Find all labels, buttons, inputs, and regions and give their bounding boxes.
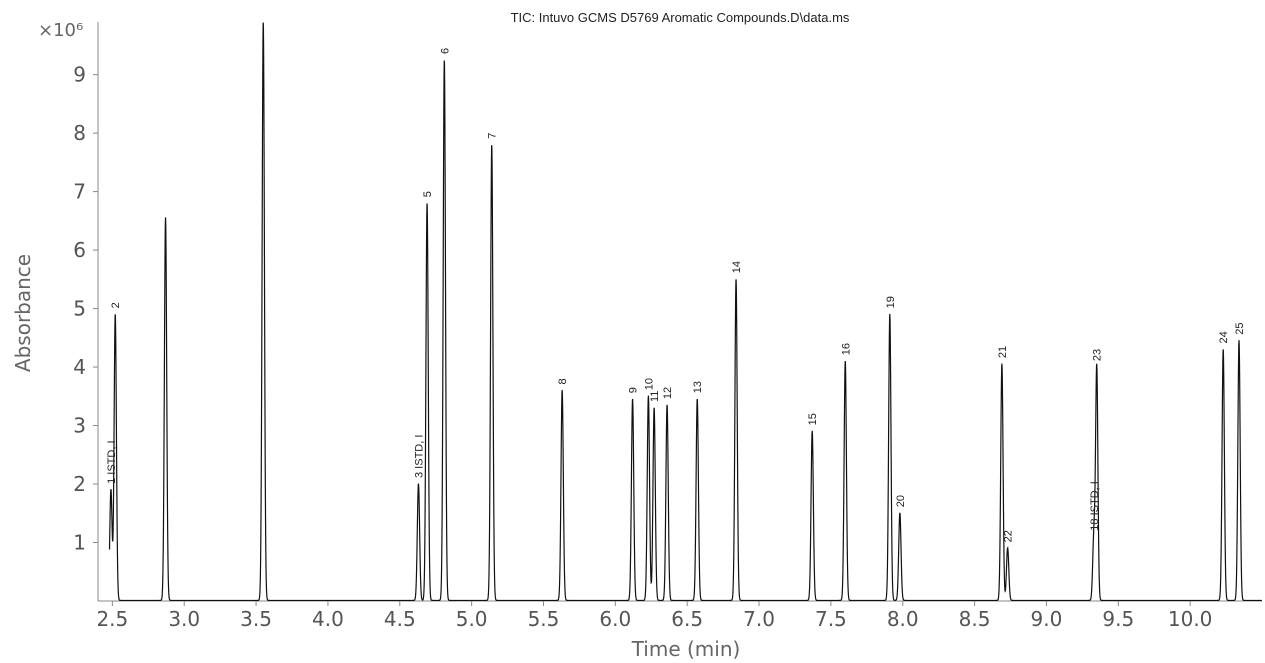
peak-label: 9 — [628, 387, 640, 393]
x-tick-label: 5.0 — [456, 607, 488, 631]
peak-label: 14 — [731, 261, 743, 273]
y-tick-label: 6 — [73, 238, 86, 262]
peak-label: 16 — [840, 343, 852, 355]
peak-label: 21 — [997, 346, 1009, 358]
peak-label: 13 — [692, 381, 704, 393]
x-tick-label: 3.0 — [168, 607, 200, 631]
x-tick-label: 4.5 — [384, 607, 416, 631]
peak-label: 7 — [487, 133, 499, 139]
tic-trace — [108, 22, 1262, 602]
y-tick-label: 7 — [73, 180, 86, 204]
x-tick-label: 7.0 — [743, 607, 775, 631]
y-tick-label: 2 — [73, 472, 86, 496]
peak-label: 20 — [895, 495, 907, 507]
y-tick-label: 5 — [73, 297, 86, 321]
peak-label: 22 — [1003, 530, 1015, 542]
peak-label: 2 — [110, 302, 122, 308]
peak-label: 1 ISTD, I — [106, 440, 118, 483]
y-ticks: 1 2 3 4 5 6 7 8 9 — [73, 63, 98, 555]
x-tick-label: 7.5 — [815, 607, 847, 631]
peak-label: 5 — [422, 191, 434, 197]
peak-label: 11 — [649, 391, 661, 402]
x-tick-label: 5.5 — [528, 607, 560, 631]
peak-label: 10 — [643, 378, 655, 390]
x-tick-label: 8.5 — [959, 607, 991, 631]
x-tick-label: 10.0 — [1168, 607, 1213, 631]
peak-label: 12 — [662, 387, 674, 399]
y-tick-label: 3 — [73, 414, 86, 438]
peak-label: 23 — [1092, 349, 1104, 361]
x-ticks: 2.5 3.0 3.5 4.0 4.5 5.0 5.5 6.0 6.5 7.0 7.5 8.0 8.5 9… — [96, 601, 1212, 631]
x-axis-label: Time (min) — [631, 637, 741, 661]
x-tick-label: 6.5 — [671, 607, 703, 631]
y-tick-label: 4 — [73, 355, 86, 379]
peak-label: 25 — [1234, 322, 1246, 334]
x-tick-label: 4.0 — [312, 607, 344, 631]
peak-label: 18 ISTD, I — [1089, 481, 1101, 531]
peak-label: 3 ISTD, I — [414, 435, 426, 478]
x-tick-label: 9.0 — [1031, 607, 1063, 631]
peak-label: 8 — [557, 378, 569, 384]
y-scale-label: ×10⁶ — [38, 20, 83, 41]
peak-label: 24 — [1218, 331, 1230, 343]
y-tick-label: 9 — [73, 63, 86, 87]
y-axis-label: Absorbance — [11, 254, 35, 372]
y-tick-label: 8 — [73, 121, 86, 145]
peak-label: 15 — [807, 413, 819, 425]
x-tick-label: 2.5 — [96, 607, 128, 631]
x-tick-label: 9.5 — [1102, 607, 1134, 631]
chart-title: TIC: Intuvo GCMS D5769 Aromatic Compound… — [511, 10, 850, 25]
peak-label: 19 — [885, 296, 897, 308]
y-tick-label: 1 — [73, 531, 86, 555]
peak-label: 6 — [439, 48, 451, 54]
x-tick-label: 8.0 — [887, 607, 919, 631]
x-tick-label: 3.5 — [240, 607, 272, 631]
x-tick-label: 6.0 — [599, 607, 631, 631]
